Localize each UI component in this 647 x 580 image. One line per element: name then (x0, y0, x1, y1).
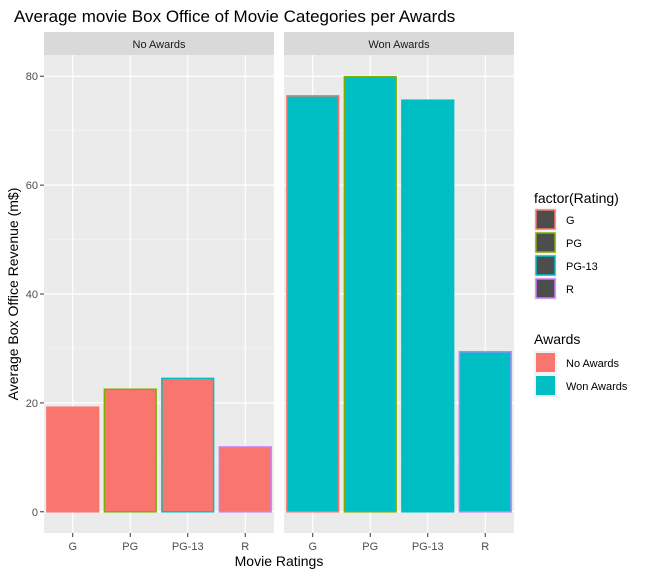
facet-strip-label: Won Awards (368, 39, 430, 51)
y-tick-label: 40 (26, 289, 38, 301)
bar (343, 76, 397, 513)
y-tick-label: 60 (26, 180, 38, 192)
chart-title: Average movie Box Office of Movie Catego… (14, 7, 455, 26)
legend-title: Awards (534, 331, 580, 347)
facet-strip (284, 32, 514, 55)
bar (401, 99, 455, 513)
legend-label: PG-13 (566, 261, 598, 273)
x-tick-label: PG-13 (412, 541, 444, 553)
x-tick-label: G (308, 541, 317, 553)
facet-strip-label: No Awards (133, 39, 186, 51)
legend-key (536, 376, 555, 395)
x-tick-label: PG (362, 541, 378, 553)
awards-fill-legend: Awards No Awards Won Awards (534, 331, 628, 397)
legend-label: PG (566, 238, 582, 250)
facet-panel: Won Awards (284, 32, 514, 533)
rating-color-legend: factor(Rating) G PG PG-13 R (534, 190, 619, 300)
axes: G PG PG-13 R G PG PG-13 R 0 20 40 60 80 (26, 71, 490, 553)
legend-label: Won Awards (566, 381, 628, 393)
bar (103, 388, 157, 513)
x-axis-title: Movie Ratings (235, 553, 324, 569)
legend-key (535, 278, 556, 299)
legend-title: factor(Rating) (534, 190, 619, 206)
legend-key (536, 353, 555, 372)
legend-label: G (566, 215, 575, 227)
legend-label: No Awards (566, 358, 619, 370)
legend-key (535, 255, 556, 276)
bar (286, 95, 340, 513)
y-tick-label: 20 (26, 398, 38, 410)
bar (161, 377, 215, 513)
facet-strip (44, 32, 274, 55)
bar (46, 406, 100, 513)
x-tick-label: PG (122, 541, 138, 553)
x-tick-label: R (481, 541, 489, 553)
x-tick-label: R (241, 541, 249, 553)
y-tick-label: 0 (32, 507, 38, 519)
legend-key (535, 232, 556, 253)
legend-label: R (566, 284, 574, 296)
y-axis-title: Average Box Office Revenue (m$) (5, 188, 21, 401)
x-tick-label: G (68, 541, 77, 553)
legend-key (535, 209, 556, 230)
y-tick-label: 80 (26, 71, 38, 83)
bar (458, 350, 512, 513)
facet-panels: No Awards Won Awards (44, 32, 514, 533)
bar (218, 446, 272, 513)
x-tick-label: PG-13 (172, 541, 204, 553)
facet-panel: No Awards (44, 32, 274, 533)
